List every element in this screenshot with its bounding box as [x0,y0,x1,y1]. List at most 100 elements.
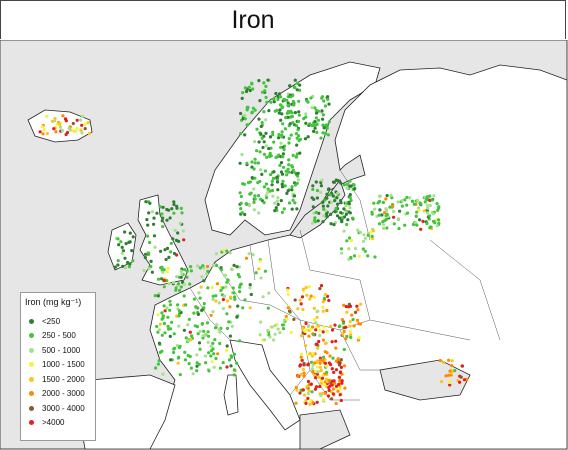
sample-dot [169,241,173,245]
sample-dot [238,191,242,195]
sample-dot [252,208,256,212]
sample-dot [235,315,239,319]
sample-dot [433,221,437,225]
sample-dot [306,362,310,366]
sample-dot [238,285,242,289]
sample-dot [268,135,273,139]
sample-dot [392,209,396,214]
sample-dot [75,118,79,122]
sample-dot [306,392,310,396]
sample-dot [398,209,402,213]
sample-points [38,78,469,406]
sample-dot [293,78,297,82]
sample-dot [230,268,234,272]
sample-dot [264,131,268,135]
legend-swatch [29,405,34,411]
sample-dot [250,160,254,164]
sample-dot [400,204,404,208]
sample-dot [310,325,315,329]
sample-dot [263,338,267,342]
sample-dot [145,218,149,222]
sample-dot [282,165,286,169]
sample-dot [244,89,249,94]
sample-dot [323,341,328,345]
sample-dot [249,292,253,297]
sample-dot [328,354,332,358]
sample-dot [352,324,356,328]
italy [229,339,301,431]
sample-dot [275,199,279,203]
sample-dot [339,247,343,251]
sample-dot [83,122,87,126]
sample-dot [350,313,354,317]
sample-dot [318,361,322,365]
sample-dot [206,340,210,344]
sample-dot [186,323,190,327]
sample-dot [300,358,304,362]
sample-dot [195,369,199,373]
sample-dot [246,181,251,185]
sample-dot [333,323,337,327]
sample-dot [183,350,187,354]
sample-dot [287,137,291,141]
sample-dot [215,263,219,268]
sample-dot [45,114,49,118]
sample-dot [348,324,352,328]
sample-dot [116,259,120,263]
sample-dot [165,246,170,250]
sample-dot [299,334,304,338]
sample-dot [337,375,341,379]
sample-dot [298,88,302,92]
sample-dot [345,239,349,243]
sample-dot [287,141,291,145]
sample-dot [259,168,263,172]
sample-dot [257,267,261,271]
sample-dot [266,306,270,310]
sample-dot [302,371,306,375]
sample-dot [304,321,308,325]
sample-dot [196,264,200,268]
sample-dot [319,368,323,372]
sample-dot [321,200,325,204]
sample-dot [219,288,223,292]
sample-dot [353,246,358,251]
sample-dot [334,401,338,406]
sample-dot [357,322,361,326]
sample-dot [329,200,334,204]
sample-dot [347,247,351,251]
sample-dot [291,198,295,202]
sample-dot [199,285,203,289]
sample-dot [264,95,268,100]
sample-dot [42,128,46,132]
sample-dot [341,332,345,336]
legend-item: >4000 [25,416,91,431]
sample-dot [325,364,329,368]
sample-dot [416,206,421,210]
sample-dot [231,286,235,290]
sample-dot [321,358,325,363]
sample-dot [428,198,432,202]
sample-dot [279,118,283,122]
sample-dot [214,252,219,256]
sample-dot [373,207,377,211]
sample-dot [319,184,323,188]
sample-dot [225,365,229,369]
sample-dot [342,207,346,211]
sample-dot [279,161,284,165]
sample-dot [80,131,84,135]
scandinavia [204,61,381,236]
sample-dot [167,282,171,286]
sample-dot [197,362,201,366]
borders [189,169,501,401]
sample-dot [87,131,91,135]
sample-dot [373,255,377,259]
sample-dot [301,388,305,392]
sample-dot [314,210,318,215]
sample-dot [158,205,162,209]
sample-dot [315,359,319,363]
sample-dot [253,161,257,165]
sample-dot [256,161,260,165]
sample-dot [301,287,305,291]
sample-dot [333,381,337,385]
sample-dot [215,282,219,286]
